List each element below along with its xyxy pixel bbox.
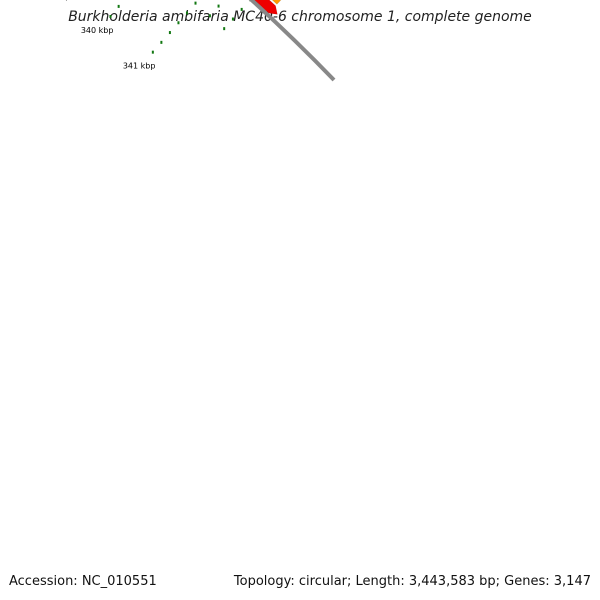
backbone-line [248,0,336,82]
genome-title: Burkholderia ambifaria MC40-6 chromosome… [68,9,532,25]
scale-label: 341 kbp [123,62,156,71]
scale-ticks [109,0,252,54]
accession-text: Accession: NC_010551 [9,574,157,589]
scale-tick [117,4,120,8]
scale-labels: 334 kbp335 kbp336 kbp337 kbp338 kbp339 k… [38,0,156,71]
gene-track [271,0,282,5]
cds-track [254,0,278,15]
scale-label: 339 kbp [38,0,71,1]
scale-tick [194,1,197,5]
scale-tick [231,17,234,21]
summary-text: Topology: circular; Length: 3,443,583 bp… [233,574,591,589]
scale-tick [177,21,180,25]
scale-tick [208,14,211,18]
scale-tick [240,7,243,11]
cds-arrow-tail [254,0,278,15]
scale-tick [160,40,163,44]
scale-label: 340 kbp [81,26,114,35]
scale-tick [109,14,112,18]
scale-tick [185,11,188,15]
scale-tick [217,4,220,8]
gene-bar-orange [271,0,282,5]
scale-tick [223,27,226,31]
scale-tick [151,50,154,54]
scale-tick [168,31,171,35]
backbone-arc [248,0,336,82]
